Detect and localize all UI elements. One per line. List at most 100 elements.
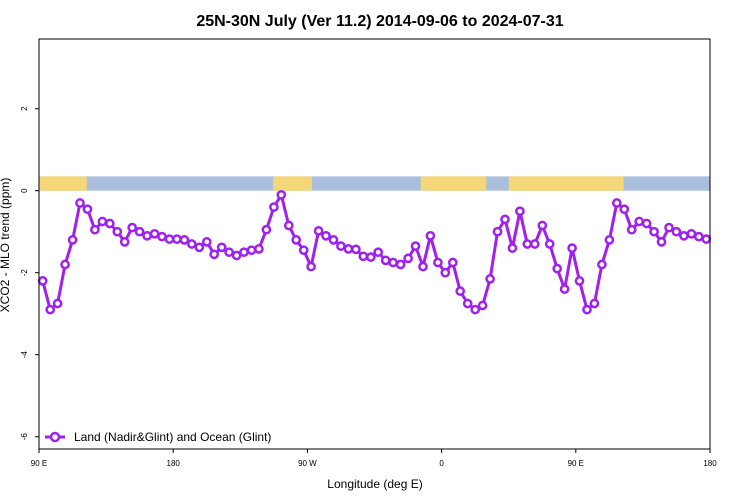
data-point-8 bbox=[97, 216, 108, 227]
data-point-66 bbox=[529, 239, 540, 249]
data-point-64 bbox=[515, 206, 525, 217]
land-band-0 bbox=[39, 176, 87, 191]
data-point-39 bbox=[328, 235, 339, 245]
data-point-60 bbox=[485, 274, 495, 284]
data-point-20 bbox=[186, 239, 197, 249]
data-point-55 bbox=[447, 257, 458, 268]
data-point-7 bbox=[90, 224, 100, 235]
data-point-73 bbox=[582, 304, 592, 315]
y-tick-label-3: 0 bbox=[20, 188, 29, 193]
data-point-87 bbox=[686, 228, 697, 239]
data-point-35 bbox=[298, 245, 309, 256]
data-point-14 bbox=[142, 230, 152, 241]
data-point-6 bbox=[82, 204, 93, 215]
data-point-79 bbox=[626, 224, 637, 235]
data-point-56 bbox=[455, 286, 466, 296]
data-point-28 bbox=[246, 245, 257, 256]
data-point-29 bbox=[254, 244, 264, 254]
data-point-80 bbox=[634, 216, 645, 227]
data-point-11 bbox=[119, 237, 130, 247]
land-band-3 bbox=[508, 176, 624, 191]
data-point-86 bbox=[679, 230, 689, 241]
data-point-23 bbox=[209, 249, 220, 260]
data-point-15 bbox=[149, 228, 160, 239]
y-tick-label-4: 2 bbox=[20, 106, 29, 111]
data-point-27 bbox=[239, 247, 249, 258]
data-point-36 bbox=[306, 261, 316, 272]
data-point-40 bbox=[336, 241, 346, 251]
x-tick-label-4: 90 E bbox=[568, 459, 584, 468]
data-point-31 bbox=[269, 202, 279, 212]
data-point-65 bbox=[522, 239, 533, 249]
data-point-24 bbox=[216, 242, 227, 253]
data-point-89 bbox=[701, 234, 712, 244]
x-tick-label-2: 90 W bbox=[298, 459, 317, 468]
land-band-2 bbox=[420, 176, 487, 191]
legend-label: Land (Nadir&Glint) and Ocean (Glint) bbox=[74, 430, 271, 444]
data-point-61 bbox=[492, 226, 503, 237]
land-ocean-strip bbox=[39, 176, 710, 191]
data-point-18 bbox=[172, 234, 182, 244]
data-point-48 bbox=[395, 259, 406, 270]
data-point-62 bbox=[500, 214, 510, 225]
data-point-75 bbox=[597, 259, 607, 270]
data-point-59 bbox=[477, 300, 488, 311]
data-point-45 bbox=[373, 247, 384, 258]
data-point-1 bbox=[45, 304, 56, 315]
data-point-43 bbox=[358, 251, 369, 262]
data-point-58 bbox=[470, 304, 481, 315]
y-axis-label: XCO2 - MLO trend (ppm) bbox=[0, 178, 12, 313]
data-point-0 bbox=[37, 276, 48, 286]
data-point-3 bbox=[60, 259, 70, 270]
data-point-34 bbox=[291, 235, 302, 245]
data-point-71 bbox=[567, 243, 577, 253]
data-point-50 bbox=[410, 241, 421, 251]
data-point-19 bbox=[179, 235, 190, 245]
data-point-44 bbox=[365, 252, 376, 262]
legend: Land (Nadir&Glint) and Ocean (Glint) bbox=[45, 430, 271, 444]
data-point-26 bbox=[231, 250, 242, 261]
data-point-84 bbox=[664, 222, 674, 233]
data-point-42 bbox=[351, 244, 361, 255]
data-point-72 bbox=[574, 276, 585, 286]
data-point-2 bbox=[52, 298, 63, 309]
data-point-54 bbox=[440, 267, 451, 278]
data-point-21 bbox=[194, 242, 205, 253]
data-point-10 bbox=[112, 226, 123, 237]
data-point-52 bbox=[425, 230, 436, 241]
data-point-68 bbox=[544, 239, 555, 249]
y-tick-label-2: -2 bbox=[20, 269, 29, 277]
x-tick-label-5: 180 bbox=[703, 459, 717, 468]
data-point-41 bbox=[343, 244, 354, 254]
data-point-83 bbox=[656, 237, 667, 247]
data-point-70 bbox=[559, 284, 570, 294]
data-point-32 bbox=[276, 189, 287, 200]
x-tick-label-3: 0 bbox=[439, 459, 444, 468]
data-point-81 bbox=[641, 218, 652, 229]
y-tick-label-0: -6 bbox=[20, 433, 29, 441]
data-point-9 bbox=[104, 218, 115, 229]
data-point-16 bbox=[157, 231, 167, 242]
data-point-38 bbox=[321, 230, 331, 241]
x-tick-label-0: 90 E bbox=[31, 459, 47, 468]
legend-marker-swatch bbox=[49, 431, 61, 443]
data-point-33 bbox=[283, 220, 294, 231]
data-point-53 bbox=[433, 257, 443, 268]
data-point-13 bbox=[134, 226, 145, 237]
x-axis-label: Longitude (deg E) bbox=[327, 477, 422, 491]
data-point-88 bbox=[693, 231, 704, 242]
y-axis: -6 -4 -2 0 2 bbox=[20, 106, 39, 440]
data-point-74 bbox=[589, 298, 600, 309]
data-point-69 bbox=[552, 263, 563, 274]
data-points bbox=[37, 189, 712, 315]
data-point-30 bbox=[261, 224, 272, 235]
data-point-82 bbox=[649, 226, 659, 237]
data-point-67 bbox=[537, 220, 548, 231]
data-point-37 bbox=[313, 226, 324, 236]
data-point-76 bbox=[604, 235, 615, 245]
plot-area-frame bbox=[38, 38, 711, 450]
data-point-4 bbox=[67, 235, 78, 245]
data-point-47 bbox=[388, 257, 398, 268]
data-point-78 bbox=[619, 204, 630, 215]
